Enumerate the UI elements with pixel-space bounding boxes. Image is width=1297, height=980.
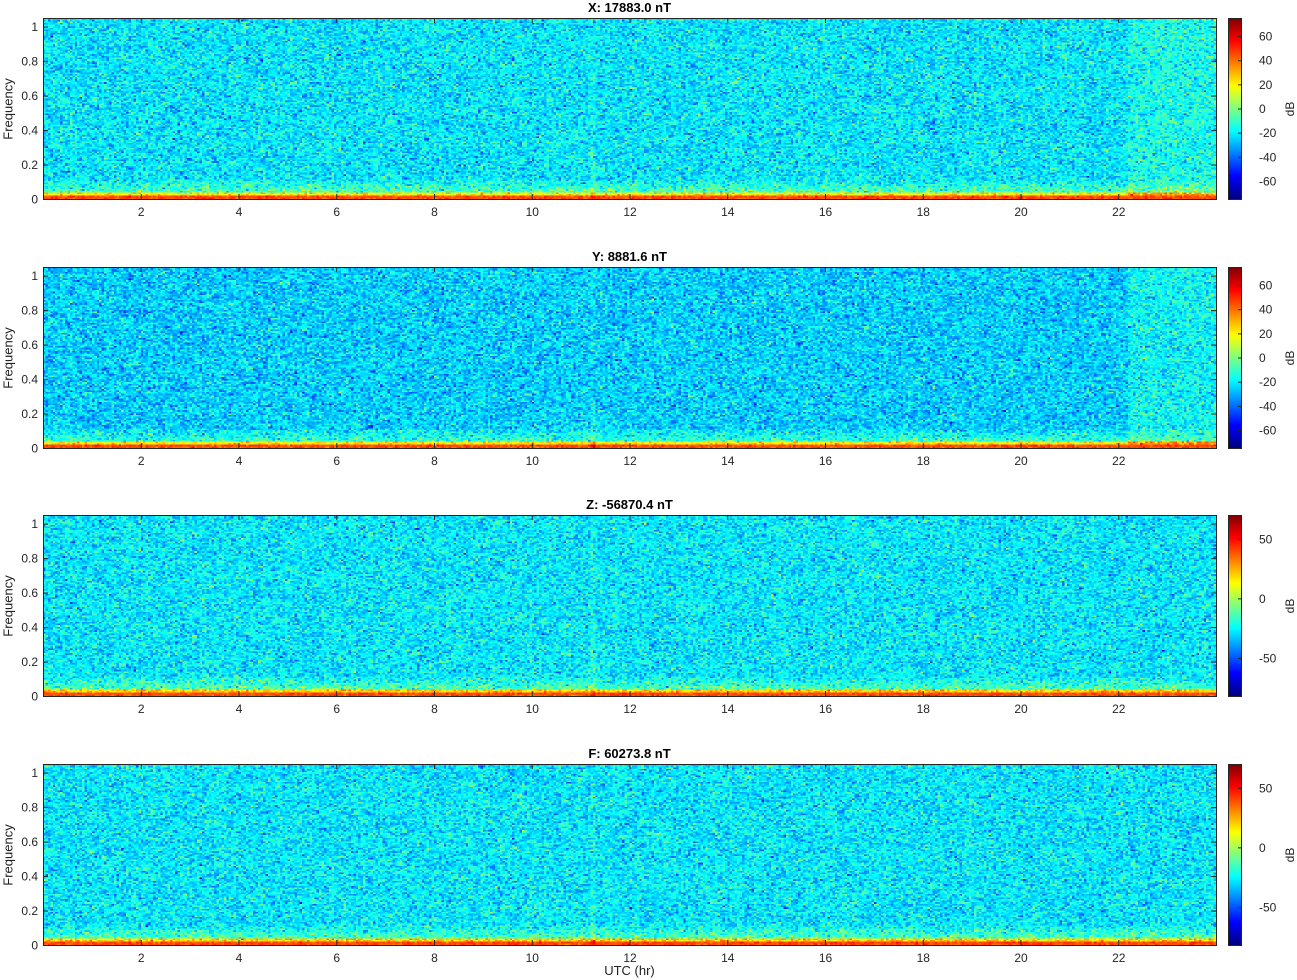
y-tick-label: 0.2 — [21, 904, 38, 918]
y-tick-label: 0.6 — [21, 338, 38, 352]
colorbar-tick-label: -50 — [1259, 900, 1277, 914]
x-tick-label: 4 — [236, 454, 243, 468]
x-tick-label: 16 — [819, 702, 833, 716]
colorbar-tick-label: 40 — [1259, 303, 1273, 317]
x-axis-label: UTC (hr) — [604, 963, 655, 978]
y-tick-label: 0.2 — [21, 158, 38, 172]
plot-title: F: 60273.8 nT — [588, 746, 671, 761]
colorbar-tick-label: 60 — [1259, 30, 1273, 44]
y-axis-label: Frequency — [0, 823, 16, 886]
colorbar-tick-label: -50 — [1259, 651, 1277, 665]
y-axis-label: Frequency — [0, 574, 16, 637]
x-tick-label: 6 — [333, 702, 340, 716]
spectrogram-heatmap — [43, 18, 1216, 199]
x-tick-label: 22 — [1112, 702, 1126, 716]
x-tick-label: 16 — [819, 454, 833, 468]
colorbar — [1228, 18, 1241, 199]
y-tick-label: 0.6 — [21, 89, 38, 103]
x-tick-label: 2 — [138, 454, 145, 468]
y-tick-label: 0 — [31, 193, 38, 207]
colorbar-unit-label: dB — [1283, 847, 1297, 862]
x-tick-label: 20 — [1014, 205, 1028, 219]
colorbar-tick-label: 0 — [1259, 351, 1266, 365]
x-tick-label: 8 — [431, 205, 438, 219]
spectrogram-heatmap — [43, 515, 1216, 696]
colorbar — [1228, 267, 1241, 448]
x-tick-label: 22 — [1112, 205, 1126, 219]
x-tick-label: 14 — [721, 454, 735, 468]
y-tick-label: 1 — [31, 20, 38, 34]
colorbar-tick-label: -60 — [1259, 423, 1277, 437]
x-tick-label: 8 — [431, 702, 438, 716]
y-tick-label: 0.2 — [21, 407, 38, 421]
y-axis-label: Frequency — [0, 326, 16, 389]
y-tick-label: 0.4 — [21, 621, 38, 635]
x-tick-label: 12 — [623, 205, 637, 219]
y-tick-label: 1 — [31, 517, 38, 531]
x-tick-label: 14 — [721, 205, 735, 219]
colorbar-tick-label: 50 — [1259, 532, 1273, 546]
colorbar-tick-label: -20 — [1259, 375, 1277, 389]
x-tick-label: 12 — [623, 454, 637, 468]
colorbar-unit-label: dB — [1283, 350, 1297, 365]
colorbar-tick-label: -40 — [1259, 150, 1277, 164]
colorbar-tick-label: 20 — [1259, 327, 1273, 341]
colorbar-tick-label: 0 — [1259, 841, 1266, 855]
y-tick-label: 0.6 — [21, 835, 38, 849]
x-tick-label: 4 — [236, 205, 243, 219]
y-tick-label: 0 — [31, 690, 38, 704]
x-tick-label: 2 — [138, 702, 145, 716]
x-tick-label: 8 — [431, 454, 438, 468]
x-tick-label: 2 — [138, 205, 145, 219]
colorbar-unit-label: dB — [1283, 598, 1297, 613]
colorbar-tick-label: 0 — [1259, 102, 1266, 116]
x-tick-label: 16 — [819, 205, 833, 219]
plot-title: X: 17883.0 nT — [587, 0, 672, 15]
spectrogram-heatmap — [43, 267, 1216, 448]
plot-title: Z: -56870.4 nT — [586, 497, 673, 512]
x-tick-label: 20 — [1014, 702, 1028, 716]
colorbar-tick-label: 40 — [1259, 54, 1273, 68]
y-tick-label: 0.8 — [21, 55, 38, 69]
x-tick-label: 10 — [526, 702, 540, 716]
colorbar-tick-label: 20 — [1259, 78, 1273, 92]
y-tick-label: 0.6 — [21, 586, 38, 600]
y-axis-label: Frequency — [0, 77, 16, 140]
x-tick-label: 12 — [623, 702, 637, 716]
x-tick-label: 10 — [526, 454, 540, 468]
y-tick-label: 0.4 — [21, 870, 38, 884]
y-tick-label: 1 — [31, 269, 38, 283]
x-tick-label: 6 — [333, 205, 340, 219]
x-tick-label: 18 — [917, 454, 931, 468]
y-tick-label: 0.8 — [21, 801, 38, 815]
x-tick-label: 4 — [236, 702, 243, 716]
y-tick-label: 0.2 — [21, 655, 38, 669]
y-tick-label: 0 — [31, 442, 38, 456]
x-tick-label: 20 — [1014, 454, 1028, 468]
y-tick-label: 0.4 — [21, 124, 38, 138]
x-tick-label: 18 — [917, 702, 931, 716]
colorbar — [1228, 515, 1241, 696]
y-tick-label: 0.4 — [21, 373, 38, 387]
x-tick-label: 10 — [526, 205, 540, 219]
x-tick-label: 6 — [333, 454, 340, 468]
colorbar-tick-label: -20 — [1259, 126, 1277, 140]
colorbar-tick-label: 60 — [1259, 279, 1273, 293]
y-tick-label: 0.8 — [21, 304, 38, 318]
colorbar-tick-label: 50 — [1259, 781, 1273, 795]
x-tick-label: 18 — [917, 205, 931, 219]
y-tick-label: 0 — [31, 939, 38, 953]
colorbar — [1228, 764, 1241, 945]
colorbar-unit-label: dB — [1283, 101, 1297, 116]
spectrogram-heatmap — [43, 764, 1216, 945]
colorbar-tick-label: -40 — [1259, 399, 1277, 413]
y-tick-label: 0.8 — [21, 552, 38, 566]
y-tick-label: 1 — [31, 766, 38, 780]
colorbar-tick-label: -60 — [1259, 174, 1277, 188]
x-tick-label: 22 — [1112, 454, 1126, 468]
plot-title: Y: 8881.6 nT — [592, 249, 667, 264]
x-tick-label: 14 — [721, 702, 735, 716]
colorbar-tick-label: 0 — [1259, 592, 1266, 606]
